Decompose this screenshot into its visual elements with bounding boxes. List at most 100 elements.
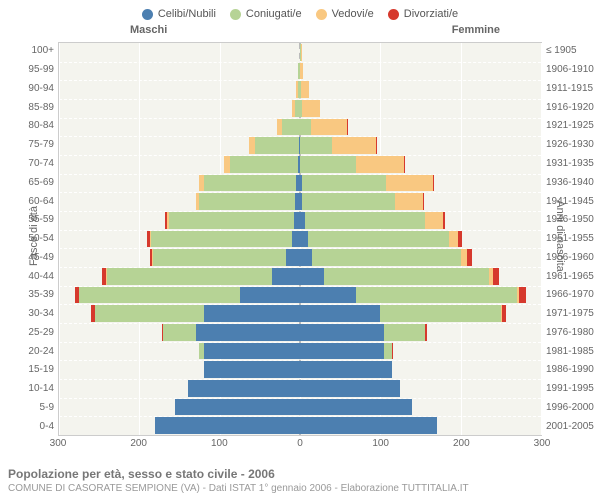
x-tick: 100 [372, 438, 389, 449]
bar-segment [199, 193, 295, 210]
male-bar [59, 137, 300, 154]
female-bar [300, 119, 541, 136]
pyramid-row [59, 267, 541, 286]
bar-segment [347, 119, 348, 136]
male-label: Maschi [130, 24, 167, 36]
gridline-v [541, 43, 542, 435]
bar-segment [155, 417, 300, 434]
bar-segment [163, 324, 195, 341]
bar-segment [301, 81, 309, 98]
bar-segment [312, 249, 461, 266]
legend-swatch [142, 9, 153, 20]
legend-item: Divorziati/e [388, 8, 458, 20]
year-tick: 1981-1985 [546, 342, 594, 361]
age-tick: 85-89 [28, 98, 54, 117]
bar-segment [196, 324, 300, 341]
pyramid-row [59, 192, 541, 211]
bar-segment [332, 137, 376, 154]
bar-segment [151, 231, 292, 248]
year-tick: ≤ 1905 [546, 42, 577, 61]
pyramid-row [59, 230, 541, 249]
age-tick: 50-54 [28, 230, 54, 249]
year-tick: 1966-1970 [546, 286, 594, 305]
pyramid-row [59, 416, 541, 435]
bar-segment [384, 343, 392, 360]
year-tick: 1996-2000 [546, 399, 594, 418]
pyramid-row [59, 155, 541, 174]
bar-segment [311, 119, 347, 136]
year-tick: 1911-1915 [546, 80, 593, 99]
y-ticks-right: ≤ 19051906-19101911-19151916-19201921-19… [546, 42, 600, 436]
legend-item: Celibi/Nubili [142, 8, 216, 20]
bar-segment [282, 119, 300, 136]
pyramid-row [59, 174, 541, 193]
bar-segment [423, 193, 425, 210]
bar-segment [519, 287, 525, 304]
female-bar [300, 231, 541, 248]
male-bar [59, 63, 300, 80]
male-bar [59, 287, 300, 304]
bar-segment [230, 156, 298, 173]
female-bar [300, 137, 541, 154]
female-bar [300, 156, 541, 173]
female-bar [300, 63, 541, 80]
female-bar [300, 175, 541, 192]
bar-segment [95, 305, 203, 322]
gender-header: Maschi Femmine [0, 24, 600, 40]
bar-segment [305, 212, 426, 229]
age-tick: 15-19 [28, 361, 54, 380]
bar-segment [240, 287, 300, 304]
bar-segment [384, 324, 424, 341]
legend-label: Vedovi/e [332, 8, 374, 20]
legend-swatch [388, 9, 399, 20]
bar-segment [255, 137, 299, 154]
bar-segment [449, 231, 459, 248]
bar-segment [204, 305, 300, 322]
year-tick: 1971-1975 [546, 305, 594, 324]
legend-swatch [316, 9, 327, 20]
age-tick: 90-94 [28, 80, 54, 99]
legend-label: Celibi/Nubili [158, 8, 216, 20]
male-bar [59, 324, 300, 341]
age-tick: 100+ [31, 42, 54, 61]
male-bar [59, 212, 300, 229]
pyramid-row [59, 211, 541, 230]
bar-segment [292, 231, 300, 248]
male-bar [59, 175, 300, 192]
bar-segment [493, 268, 499, 285]
male-bar [59, 119, 300, 136]
female-bar [300, 417, 541, 434]
year-tick: 1916-1920 [546, 98, 594, 117]
bar-segment [204, 175, 296, 192]
year-tick: 1951-1955 [546, 230, 594, 249]
pyramid-row [59, 99, 541, 118]
age-tick: 0-4 [40, 417, 54, 436]
year-tick: 1926-1930 [546, 136, 594, 155]
bar-segment [300, 324, 384, 341]
year-tick: 1936-1940 [546, 173, 594, 192]
male-bar [59, 399, 300, 416]
age-tick: 20-24 [28, 342, 54, 361]
bar-segment [404, 156, 405, 173]
bar-segment [107, 268, 272, 285]
age-tick: 70-74 [28, 155, 54, 174]
age-tick: 40-44 [28, 267, 54, 286]
male-bar [59, 44, 300, 61]
bar-segment [300, 137, 332, 154]
pyramid-row [59, 360, 541, 379]
pyramid-row [59, 80, 541, 99]
male-bar [59, 380, 300, 397]
x-tick: 0 [297, 438, 303, 449]
chart-subtitle: COMUNE DI CASORATE SEMPIONE (VA) - Dati … [8, 483, 592, 494]
bar-segment [300, 399, 412, 416]
female-bar [300, 193, 541, 210]
bar-segment [300, 119, 311, 136]
year-tick: 1906-1910 [546, 61, 594, 80]
year-tick: 1946-1950 [546, 211, 594, 230]
age-tick: 60-64 [28, 192, 54, 211]
year-tick: 1931-1935 [546, 155, 594, 174]
year-tick: 2001-2005 [546, 417, 594, 436]
female-bar [300, 380, 541, 397]
legend-item: Coniugati/e [230, 8, 302, 20]
age-tick: 30-34 [28, 305, 54, 324]
